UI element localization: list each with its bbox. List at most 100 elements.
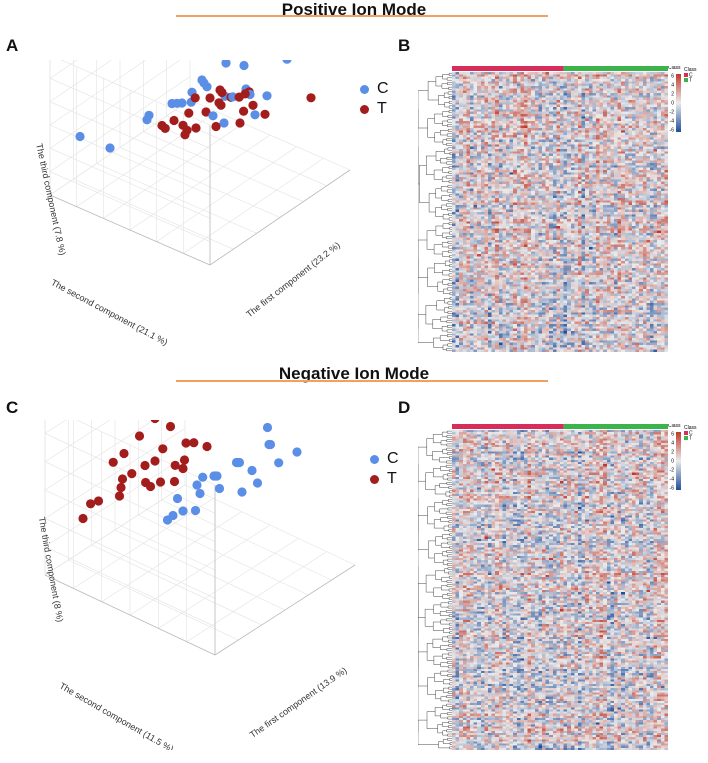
dendrogram-branch [442, 344, 448, 350]
legend-a-t-dot [360, 104, 369, 114]
dendrogram-branch [449, 292, 452, 296]
dendrogram-branch [448, 212, 452, 216]
dendrogram-branch [444, 298, 450, 304]
dendrogram-branch [448, 597, 452, 600]
color-scale-tick: -6 [670, 486, 675, 492]
dendrogram-branch [447, 477, 452, 481]
dendrogram-branch [447, 82, 452, 86]
point-t [169, 115, 179, 126]
dendrogram-branch [427, 677, 436, 695]
dendrogram-branch [448, 72, 452, 76]
point-c [75, 131, 85, 142]
dendrogram-branch [426, 155, 436, 175]
y-axis-label: The second component (21.1 %) [49, 277, 169, 347]
dendrogram-branch [447, 563, 452, 566]
dendrogram-branch [417, 651, 428, 687]
dendrogram-branch [447, 91, 452, 95]
dendrogram-branch [440, 316, 448, 322]
dendrogram-branch [447, 635, 452, 639]
dendrogram-branch [447, 184, 452, 188]
dendrogram-branch [447, 516, 452, 519]
dendrogram-branch [449, 259, 452, 263]
dendrogram-branch [434, 553, 444, 563]
dendrogram-branch [445, 511, 452, 515]
dendrogram-branch [442, 139, 447, 145]
grid-line [73, 498, 214, 589]
point-t [180, 130, 190, 140]
dendrogram-branch [446, 142, 452, 146]
dendrogram-branch [449, 627, 452, 630]
dendrogram-branch [446, 656, 452, 660]
dendrogram-branch [440, 602, 449, 608]
point-c [178, 506, 188, 516]
dendrogram-branch [448, 273, 452, 277]
dendrogram-branch [435, 76, 443, 87]
scatter-points [78, 400, 312, 525]
point-c [177, 98, 187, 108]
dendrogram-branch [446, 452, 452, 455]
dendrogram-branch [447, 669, 452, 673]
dendrogram-branch [441, 204, 448, 210]
dendrogram-branch [427, 506, 435, 525]
dendrogram-branch [440, 645, 449, 650]
dendrogram-branch [446, 138, 452, 142]
dendrogram-branch [440, 619, 450, 625]
dendrogram-branch [447, 240, 452, 244]
dendrogram-branch [446, 729, 452, 733]
dendrogram-branch [433, 337, 443, 348]
dendrogram-branch [434, 132, 443, 143]
dendrogram-branch [441, 326, 448, 332]
dendrogram-branch [444, 148, 450, 154]
color-scale-tick: 6 [671, 432, 674, 438]
point-t [189, 438, 199, 448]
dendrogram-branch [440, 440, 447, 446]
dendrogram-branch [442, 270, 450, 276]
grid-line [138, 514, 309, 596]
dendrogram-branch [449, 226, 452, 230]
dendrogram-branch [449, 254, 452, 258]
dendrogram-branch [447, 334, 452, 338]
scatter-c-svg: The first component (13.9 %) The second c… [37, 314, 356, 754]
point-c [231, 457, 242, 468]
dendrogram-branch [434, 502, 443, 512]
dendrogram-branch [447, 208, 452, 212]
dendrogram-branch [448, 166, 452, 170]
dendrogram-branch [446, 618, 452, 622]
dendrogram-branch [445, 464, 452, 468]
dendrogram-branch [433, 169, 443, 180]
dendrogram-branch [446, 348, 452, 352]
dendrogram-branch [439, 483, 449, 488]
class-bar-t [563, 424, 668, 429]
dendrogram-branch [427, 118, 435, 138]
dendrogram-branch [446, 430, 452, 434]
point-t [145, 481, 156, 492]
point-c [282, 54, 292, 64]
color-scale-tick: -4 [670, 477, 675, 483]
dendrogram-branch [449, 708, 452, 711]
grid-line [166, 115, 327, 187]
dendrogram-branch [447, 128, 452, 132]
class-bar [452, 424, 668, 429]
dendrogram-branch [441, 242, 449, 248]
point-t [117, 474, 128, 484]
point-t [215, 85, 225, 95]
dendrogram-branch [448, 644, 452, 647]
color-scale-tick: 4 [671, 83, 674, 89]
dendrogram-branch [448, 614, 452, 617]
point-t [248, 100, 258, 110]
x-axis-label: The first component (13.9 %) [248, 665, 349, 740]
dendrogram-branch [441, 195, 450, 201]
color-scale-tick: 0 [671, 459, 674, 465]
point-c [190, 505, 201, 516]
legend-a-t-label: T [377, 100, 387, 117]
point-c [264, 439, 274, 450]
point-t [119, 448, 129, 459]
dendrogram-branch [434, 485, 446, 495]
dendrogram-branch [445, 175, 452, 179]
dendrogram-branch [448, 217, 452, 221]
class-legend-c-label: C [689, 73, 693, 79]
dendrogram-branch [448, 720, 452, 724]
dendrogram-branch [427, 81, 439, 101]
point-c [228, 92, 238, 102]
dendrogram-branch [449, 338, 452, 342]
